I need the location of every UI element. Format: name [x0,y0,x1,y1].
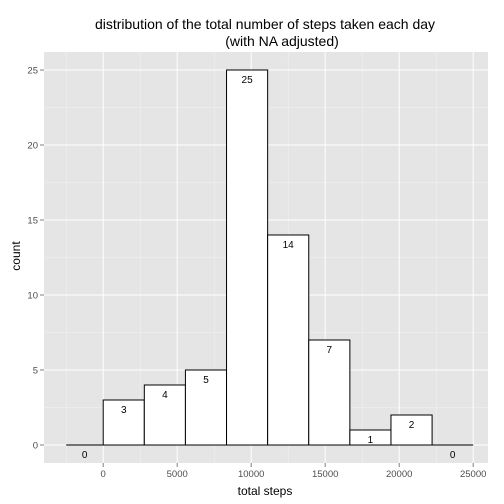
y-axis-ticks: 0 5 10 15 20 25 [27,66,44,452]
bar-value-label: 0 [450,450,456,461]
bar-value-label: 1 [368,435,374,446]
x-tick-label: 5000 [167,469,188,480]
y-tick-label: 25 [27,66,38,77]
histogram-bar [268,235,309,445]
x-tick-label: 20000 [386,469,412,480]
x-tick-label: 25000 [460,469,486,480]
chart-title-line2: (with NA adjusted) [225,33,339,49]
bar-value-label: 7 [327,345,333,356]
histogram-bar [227,70,268,445]
x-axis-ticks: 0 5000 10000 15000 20000 25000 [101,463,487,480]
y-tick-label: 5 [33,366,38,377]
y-tick-label: 15 [27,216,38,227]
x-tick-label: 10000 [238,469,264,480]
y-tick-label: 20 [27,141,38,152]
bar-value-label: 14 [283,240,295,251]
bar-value-label: 2 [409,420,415,431]
bar-value-label: 3 [121,405,127,416]
bar-value-label: 25 [242,75,254,86]
y-tick-label: 10 [27,291,38,302]
bar-value-label: 5 [203,375,209,386]
x-tick-label: 0 [101,469,106,480]
bar-value-label: 4 [162,390,168,401]
bar-value-label: 0 [82,450,88,461]
y-tick-label: 0 [33,441,38,452]
y-axis-title: count [9,241,23,271]
x-axis-title: total steps [238,484,293,498]
x-tick-label: 15000 [312,469,338,480]
chart-title-line1: distribution of the total number of step… [95,16,435,32]
